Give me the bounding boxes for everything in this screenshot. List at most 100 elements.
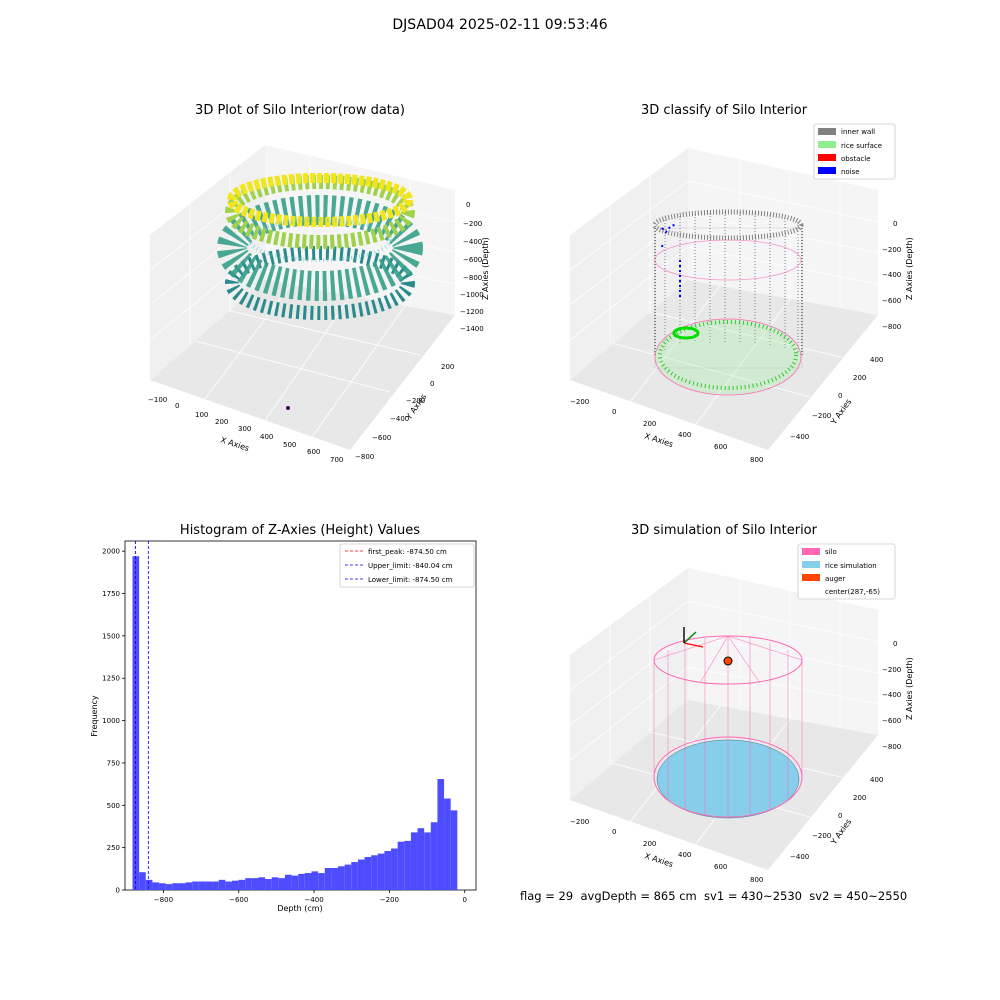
histogram-xtick-label: −800 [154, 896, 173, 904]
panel-1-ytick: 200 [441, 363, 454, 371]
histogram-bar [192, 881, 199, 890]
panel-2-scatter-points [652, 209, 804, 396]
panel-4-xtick: 200 [643, 840, 656, 848]
legend-swatch-rice-surface [818, 141, 836, 148]
histogram-bar [271, 877, 279, 890]
histogram-bar [377, 853, 385, 890]
histogram-ytick-label: 1250 [102, 675, 120, 683]
stats-readout: flag = 29 avgDepth = 865 cm sv1 = 430~25… [520, 889, 908, 903]
panel-4-center-marker [723, 656, 733, 666]
legend-label-rice-surface: rice surface [841, 142, 882, 150]
panel-1-ztick: −400 [463, 238, 482, 246]
legend-label-center: center(287,-65) [825, 588, 880, 596]
panel-2-left-pane [570, 148, 688, 380]
legend-label-noise: noise [841, 168, 860, 176]
panel-1-ytick: −400 [390, 415, 409, 423]
panel-1-mid-ring [217, 195, 423, 301]
panel-1-ytick: −600 [372, 434, 391, 442]
histogram-reference-lines [134, 541, 149, 890]
panel-2-noise-points [661, 223, 681, 300]
panel-4-silo-verticals [653, 635, 803, 817]
legend-label-first-peak: first_peak: -874.50 cm [368, 548, 447, 556]
histogram-xtick-label: 0 [462, 896, 466, 904]
histogram-bar [424, 832, 431, 890]
panel-2-xlabel: X Axies [643, 431, 674, 449]
histogram-ytick-label: 0 [116, 887, 120, 895]
panel-1-xtick: 500 [283, 441, 296, 449]
panel-2-rice-surface-points [658, 320, 798, 390]
panel-4-legend: silo rice simulation auger center(287,-6… [797, 543, 896, 600]
panel-1-ztick: 0 [466, 201, 470, 209]
panel-2-title: 3D classify of Silo Interior [640, 103, 808, 118]
histogram-bar [165, 884, 173, 890]
panel-2-rice-cluster [672, 326, 700, 340]
histogram-bar [450, 810, 458, 890]
panel-4-axis-y-arrow [683, 631, 697, 644]
histogram-bar [278, 878, 285, 890]
figure-suptitle: DJSAD04 2025-02-11 09:53:46 [392, 17, 608, 33]
histogram-bar [245, 878, 252, 890]
histogram-bar [139, 872, 146, 890]
legend-label-lower-limit: Lower_limit: -874.50 cm [368, 576, 453, 584]
histogram-bar [225, 881, 232, 890]
panel-2-ytick: 0 [838, 392, 842, 400]
histogram-bar [364, 856, 372, 890]
panel-2-ztick: −200 [882, 246, 901, 254]
histogram-xlabel: Depth (cm) [277, 904, 322, 913]
histogram-xtick-label: −200 [380, 896, 399, 904]
panel-2-ytick: −200 [812, 412, 831, 420]
panel-4-zlabel: Z Axies (Depth) [905, 657, 914, 720]
histogram-bar [159, 883, 166, 890]
histogram-bar [371, 855, 378, 890]
panel-2-ytick: 200 [853, 374, 866, 382]
panel-2-xtick: −200 [570, 398, 589, 406]
panel-1-xlabel: X Axies [219, 435, 250, 453]
histogram-bar [410, 832, 418, 890]
histogram-bar [318, 873, 325, 890]
histogram-bar [178, 883, 186, 890]
panel-2-xtick: 200 [643, 420, 656, 428]
panel-4-silo-wireframe [653, 627, 803, 819]
histogram-ylabel: Frequency [90, 695, 99, 737]
panel-1-ztick: −1400 [460, 325, 484, 333]
panel-4-ytick: 200 [853, 794, 866, 802]
histogram-bar [338, 866, 345, 890]
histogram-ytick-label: 500 [107, 802, 120, 810]
histogram-bar [430, 822, 438, 890]
panel-4-legend-box [797, 543, 896, 600]
histogram-bar [258, 877, 266, 890]
histogram-bar [404, 840, 411, 890]
histogram-bar [205, 881, 213, 890]
histogram-bar [238, 879, 246, 890]
histogram-bar [298, 873, 305, 890]
panel-2-xtick: 0 [612, 408, 616, 416]
histogram-bar [212, 881, 219, 890]
panel-2-3d-plot: inner wall rice surface obstacle noise −… [569, 123, 914, 464]
histogram-legend-box [339, 543, 475, 588]
histogram-ytick-label: 1000 [102, 717, 120, 725]
histogram-bar [397, 841, 405, 890]
panel-2-wall-sides [654, 228, 803, 355]
panel-2-xtick: 600 [714, 443, 727, 451]
histogram-ytick-label: 1750 [102, 590, 120, 598]
histogram-xtick-label: −400 [304, 896, 323, 904]
legend-swatch-inner-wall [818, 128, 836, 135]
panel-2-xtick: 800 [750, 456, 763, 464]
histogram-bar [251, 878, 259, 890]
panel-4-axis-x-arrow [683, 642, 704, 648]
panel-1-xtick: 600 [307, 448, 320, 456]
histogram-bar [152, 882, 160, 890]
panel-2-ytick: 400 [870, 356, 883, 364]
histogram-bar [437, 779, 445, 890]
legend-swatch-silo [802, 548, 820, 555]
histogram-bar [324, 867, 332, 890]
legend-label-obstacle: obstacle [841, 155, 871, 163]
panel-4-xtick: 400 [678, 851, 691, 859]
panel-1-ztick: −200 [463, 220, 482, 228]
legend-label-auger: auger [825, 575, 845, 583]
panel-4-ytick: 0 [838, 812, 842, 820]
histogram-bar [198, 881, 206, 890]
panel-2-wall-top [652, 209, 804, 241]
histogram-bar [331, 867, 339, 890]
histogram-bar [145, 879, 153, 890]
